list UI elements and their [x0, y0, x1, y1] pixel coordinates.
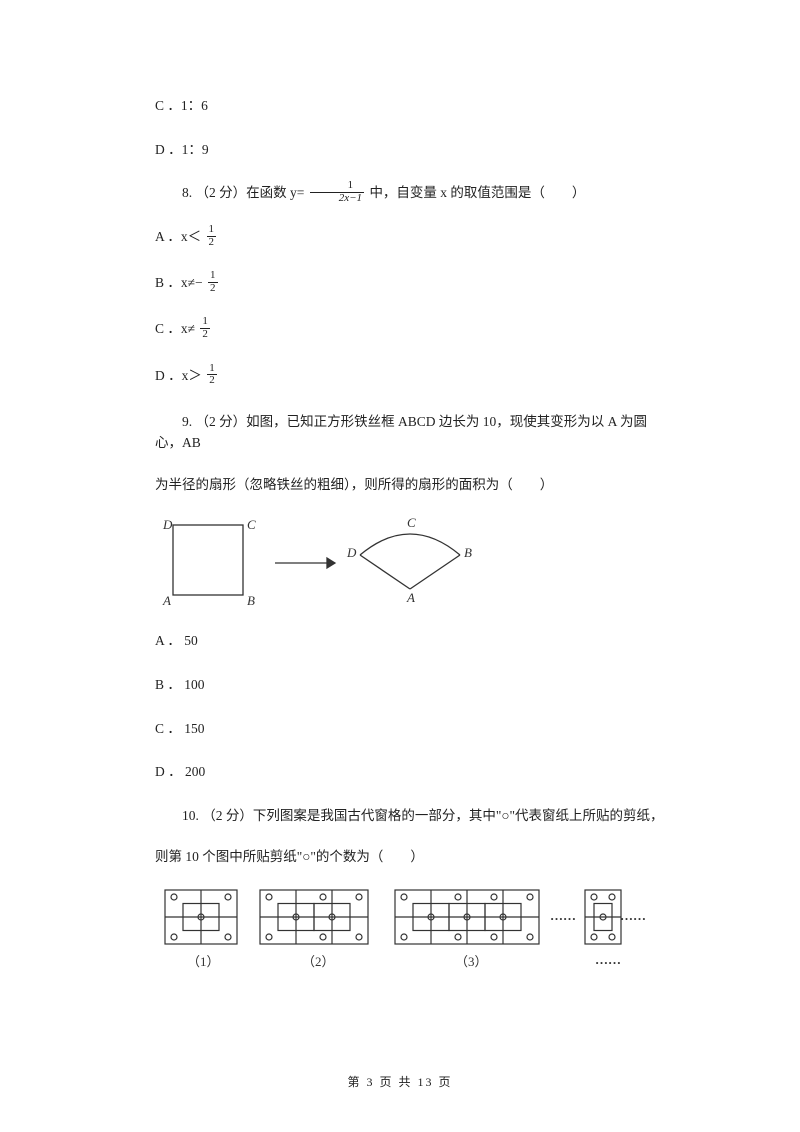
- q10-stem-line1: 10. （2 分）下列图案是我国古代窗格的一部分，其中"○"代表窗纸上所贴的剪纸…: [155, 805, 670, 827]
- q10-ellipsis-3: ……: [620, 908, 646, 923]
- q10-caption-1: （1）: [187, 954, 220, 969]
- q8-opt-a-prefix: A ．x＜: [155, 229, 205, 244]
- frac-den: 2: [200, 329, 210, 341]
- q8-opt-b-prefix: B ．x≠−: [155, 276, 206, 291]
- q9-label-C: C: [247, 517, 256, 532]
- page-footer: 第 3 页 共 13 页: [0, 1073, 800, 1090]
- q8-option-d: D ．x＞ 12: [155, 365, 670, 389]
- q8-option-b: B ．x≠− 12: [155, 272, 670, 296]
- q9-option-a: A ． 50: [155, 630, 670, 652]
- q10-ellipsis-2: ……: [595, 952, 621, 967]
- q9-stem-line1: 9. （2 分）如图，已知正方形铁丝框 ABCD 边长为 10，现使其变形为以 …: [155, 411, 670, 454]
- q10-stem-line2: 则第 10 个图中所贴剪纸"○"的个数为（ ）: [155, 846, 670, 868]
- frac-den: 2x−1: [310, 193, 364, 205]
- q10-caption-3: （3）: [455, 954, 488, 969]
- frac-num: 1: [310, 180, 364, 193]
- q8-stem-suffix: 中，自变量 x 的取值范围是（ ）: [366, 185, 585, 200]
- q9-option-c: C ． 150: [155, 718, 670, 740]
- q9-figure: D C A B A D B C: [155, 515, 670, 610]
- q9-sector-D: D: [346, 545, 357, 560]
- q9-label-A: A: [162, 593, 171, 608]
- q8-option-a: A ．x＜ 12: [155, 226, 670, 250]
- frac-den: 2: [207, 237, 217, 249]
- q8-opt-d-prefix: D ．x＞: [155, 368, 205, 383]
- q7-option-c: C ．1：6: [155, 95, 670, 117]
- q9-label-B: B: [247, 593, 255, 608]
- frac-den: 2: [208, 283, 218, 295]
- q8-opt-c-prefix: C ．x≠: [155, 322, 198, 337]
- q10-ellipsis-1: ……: [550, 908, 576, 923]
- frac-den: 2: [207, 375, 217, 387]
- q9-sector-A: A: [406, 590, 415, 605]
- q9-option-d: D ． 200: [155, 761, 670, 783]
- q8-stem-prefix: 8. （2 分）在函数 y=: [182, 185, 308, 200]
- q9-sector-B: B: [464, 545, 472, 560]
- q8-opt-d-frac: 12: [207, 363, 217, 387]
- q8-option-c: C ．x≠ 12: [155, 318, 670, 342]
- q8-opt-c-frac: 12: [200, 316, 210, 340]
- q8-opt-b-frac: 12: [208, 270, 218, 294]
- q9-label-D: D: [162, 517, 173, 532]
- q10-caption-2: （2）: [302, 954, 335, 969]
- arrow-icon: [275, 558, 335, 568]
- q9-stem-line2: 为半径的扇形（忽略铁丝的粗细），则所得的扇形的面积为（ ）: [155, 474, 670, 496]
- q10-figure: （1） （2）: [155, 888, 670, 978]
- q9-sector-C: C: [407, 515, 416, 530]
- q8-stem-frac: 12x−1: [310, 180, 364, 204]
- q9-option-b: B ． 100: [155, 674, 670, 696]
- frac-num: 1: [207, 224, 217, 237]
- q8-stem: 8. （2 分）在函数 y= 12x−1 中，自变量 x 的取值范围是（ ）: [155, 182, 670, 206]
- q8-opt-a-frac: 12: [207, 224, 217, 248]
- q7-option-d: D ．1：9: [155, 139, 670, 161]
